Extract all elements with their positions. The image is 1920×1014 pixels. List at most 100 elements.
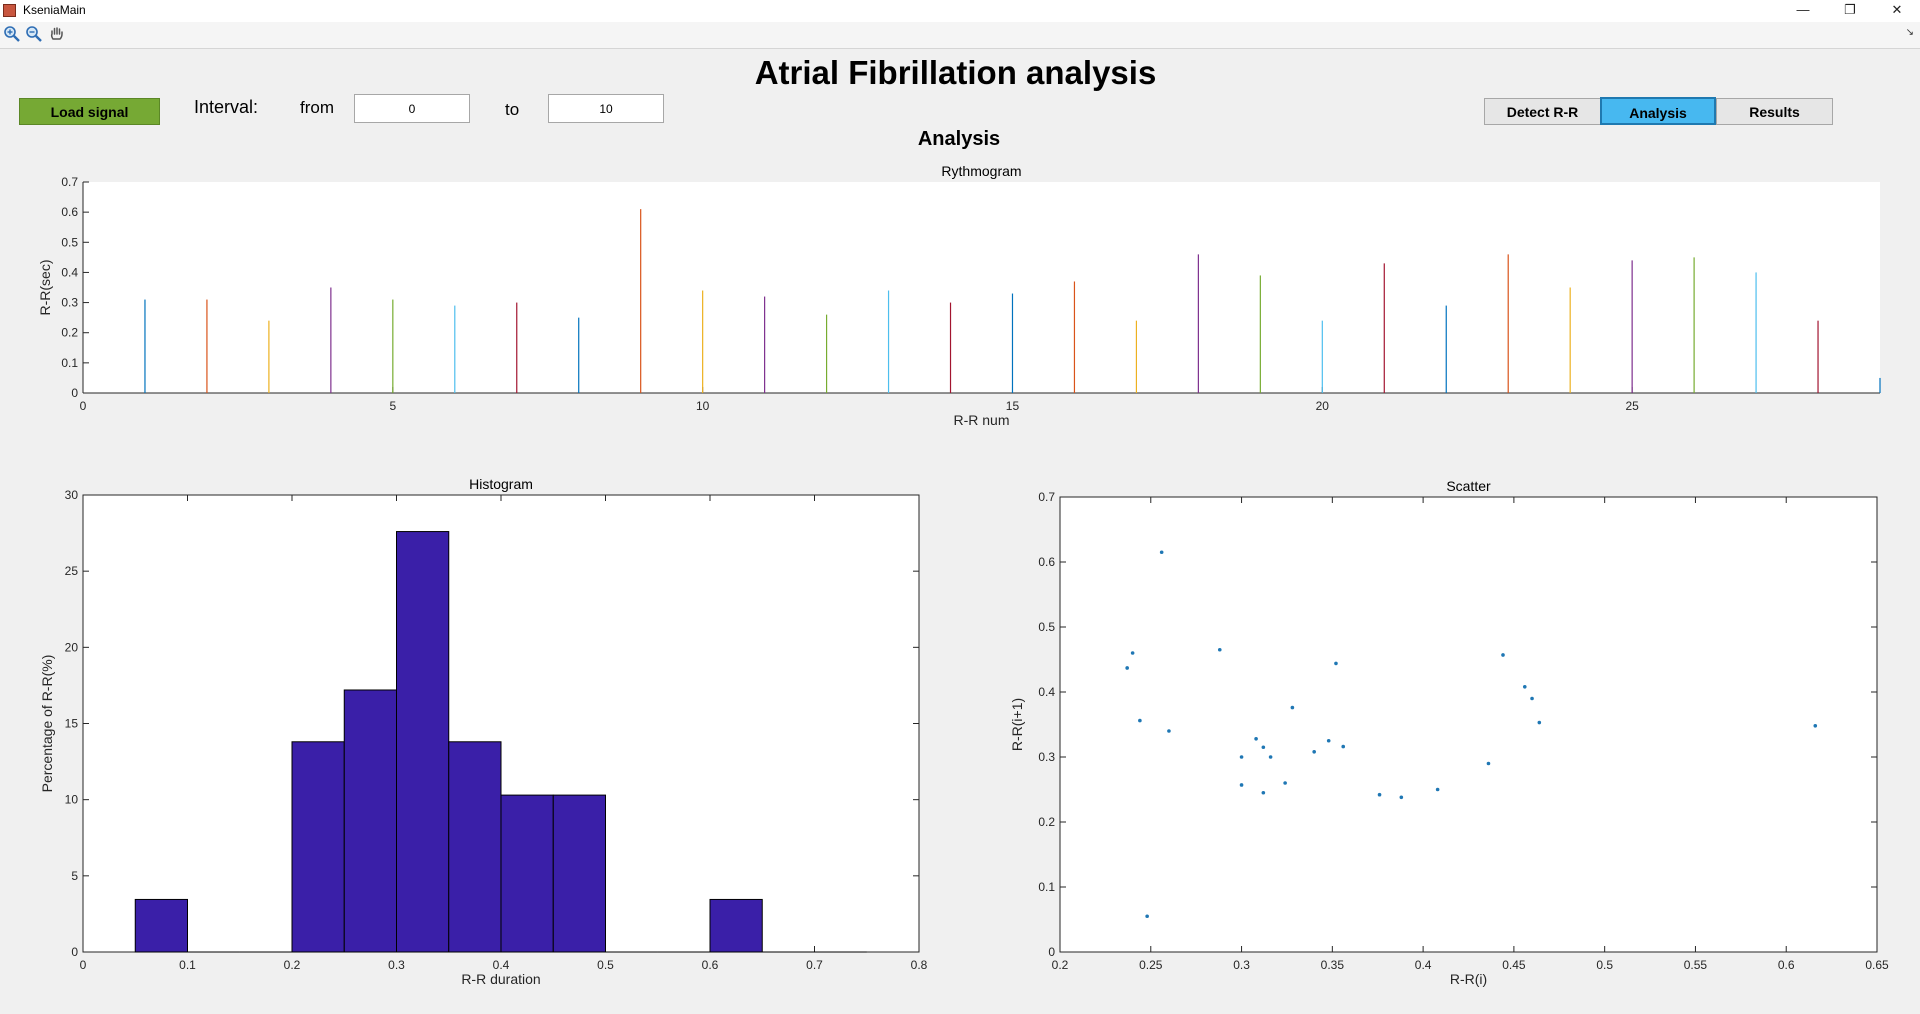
minimize-button[interactable]: — [1796,2,1810,17]
scatter-x-tick-label: 0.2 [1052,958,1069,972]
scatter-point [1341,744,1346,749]
results-button[interactable]: Results [1716,98,1833,125]
scatter-point [1813,724,1818,728]
scatter-y-tick-label: 0.7 [1038,490,1055,504]
rythmogram-y-tick-label: 0.3 [61,296,78,310]
histogram-title: Histogram [469,476,533,492]
scatter-x-tick-label: 0.6 [1778,958,1795,972]
interval-to-input[interactable] [548,94,664,123]
rythmogram-x-tick-label: 15 [1006,399,1020,413]
histogram-y-tick-label: 25 [65,564,79,578]
histogram-x-tick-label: 0.4 [493,958,510,972]
scatter-y-tick-label: 0 [1048,945,1055,959]
scatter-x-tick-label: 0.25 [1139,958,1163,972]
scatter-y-tick-label: 0.2 [1038,815,1055,829]
scatter-point [1377,792,1382,797]
histogram-x-tick-label: 0.1 [179,958,196,972]
maximize-button[interactable]: ❐ [1844,2,1856,17]
scatter-y-tick-label: 0.6 [1038,555,1055,569]
scatter-point [1399,795,1404,800]
histogram-bar [291,741,345,953]
load-signal-button[interactable]: Load signal [19,98,160,125]
scatter-x-tick-label: 0.55 [1684,958,1708,972]
scatter-y-tick-label: 0.3 [1038,750,1055,764]
scatter-point [1530,696,1534,701]
scatter-y-tick-label: 0.1 [1038,880,1055,894]
rythmogram-chart: 0 5 10 15 20 25 0 0.1 0.2 0.3 0.4 0.5 0.6 0.7 Rythmogr… [37,163,1881,428]
scatter-point [1537,720,1542,725]
detect-rr-button[interactable]: Detect R-R [1484,98,1601,125]
histogram-x-tick-label: 0.5 [597,958,614,972]
section-title: Analysis [917,128,1001,150]
scatter-x-label: R-R(i) [1450,971,1487,987]
histogram-y-tick-label: 5 [71,869,78,883]
window-title: KseniaMain [23,3,86,17]
scatter-y-tick-label: 0.5 [1038,620,1055,634]
rythmogram-y-tick-label: 0.7 [61,175,78,189]
histogram-x-label: R-R duration [461,971,540,987]
page-title: Atrial Fibrillation analysis [754,54,1157,91]
histogram-bar [500,794,554,953]
rythmogram-y-label: R-R(sec) [37,260,53,316]
histogram-y-tick-label: 10 [65,793,79,807]
rythmogram-y-tick-label: 0.4 [61,265,78,279]
rythmogram-x-tick-label: 25 [1625,399,1639,413]
to-label: to [505,100,520,119]
scatter-point [1254,737,1258,741]
rythmogram-y-tick-label: 0 [71,386,78,400]
scatter-point [1326,738,1331,743]
scatter-point [1522,685,1527,689]
scatter-y-label: R-R(i+1) [1009,698,1025,751]
rythmogram-x-label: R-R num [953,412,1009,428]
scatter-point [1290,705,1295,710]
histogram-y-tick-label: 20 [65,640,79,654]
analysis-button[interactable]: Analysis [1600,97,1716,125]
histogram-x-tick-label: 0.7 [806,958,823,972]
scatter-point [1239,755,1244,759]
figure-toolbar: ↘ [0,22,1920,49]
matlab-app-icon [3,4,16,17]
histogram-x-tick-label: 0.6 [702,958,719,972]
scatter-x-tick-label: 0.5 [1596,958,1613,972]
scatter-plot-area [1059,496,1878,953]
zoom-in-icon[interactable] [3,25,21,43]
scatter-point [1217,647,1222,652]
toolbar-menu-icon[interactable]: ↘ [1905,27,1914,38]
scatter-point [1145,914,1149,919]
histogram-y-tick-label: 15 [65,717,79,731]
interval-label: Interval: [194,97,259,117]
histogram-x-tick-label: 0 [80,958,87,972]
histogram-bar [396,531,450,953]
rythmogram-y-tick-label: 0.5 [61,235,78,249]
scatter-title: Scatter [1446,478,1491,494]
histogram-x-tick-label: 0.3 [388,958,405,972]
zoom-out-icon[interactable] [25,25,43,43]
rythmogram-y-tick-label: 0.6 [61,205,78,219]
close-button[interactable]: ✕ [1891,2,1903,17]
scatter-x-tick-label: 0.45 [1502,958,1526,972]
histogram-x-tick-label: 0.8 [911,958,928,972]
scatter-point [1125,666,1129,670]
scatter-x-tick-label: 0.35 [1321,958,1345,972]
scatter-point [1268,755,1273,759]
scatter-point [1261,745,1266,750]
histogram-x-tick-label: 0.2 [284,958,301,972]
histogram-y-label: Percentage of R-R(%) [39,655,55,793]
histogram-chart: 0 0.1 0.2 0.3 0.4 0.5 0.6 0.7 0.8 0 5 10 15 20 25 30 His… [39,476,928,987]
scatter-x-tick-label: 0.4 [1415,958,1432,972]
scatter-point [1167,729,1171,733]
rythmogram-x-tick-label: 10 [696,399,710,413]
window-titlebar: KseniaMain — ❐ ✕ [0,0,1920,22]
rythmogram-x-tick-label: 0 [80,399,87,413]
rythmogram-x-tick-label: 20 [1316,399,1330,413]
scatter-point [1486,761,1491,766]
pan-hand-icon[interactable] [48,25,66,43]
interval-from-input[interactable] [354,94,470,123]
rythmogram-x-tick-label: 5 [389,399,396,413]
histogram-y-tick-label: 0 [71,945,78,959]
rythmogram-y-tick-label: 0.1 [61,356,78,370]
scatter-x-tick-label: 0.65 [1865,958,1889,972]
scatter-point [1435,787,1440,792]
rythmogram-title: Rythmogram [941,163,1021,179]
scatter-x-tick-label: 0.3 [1233,958,1250,972]
